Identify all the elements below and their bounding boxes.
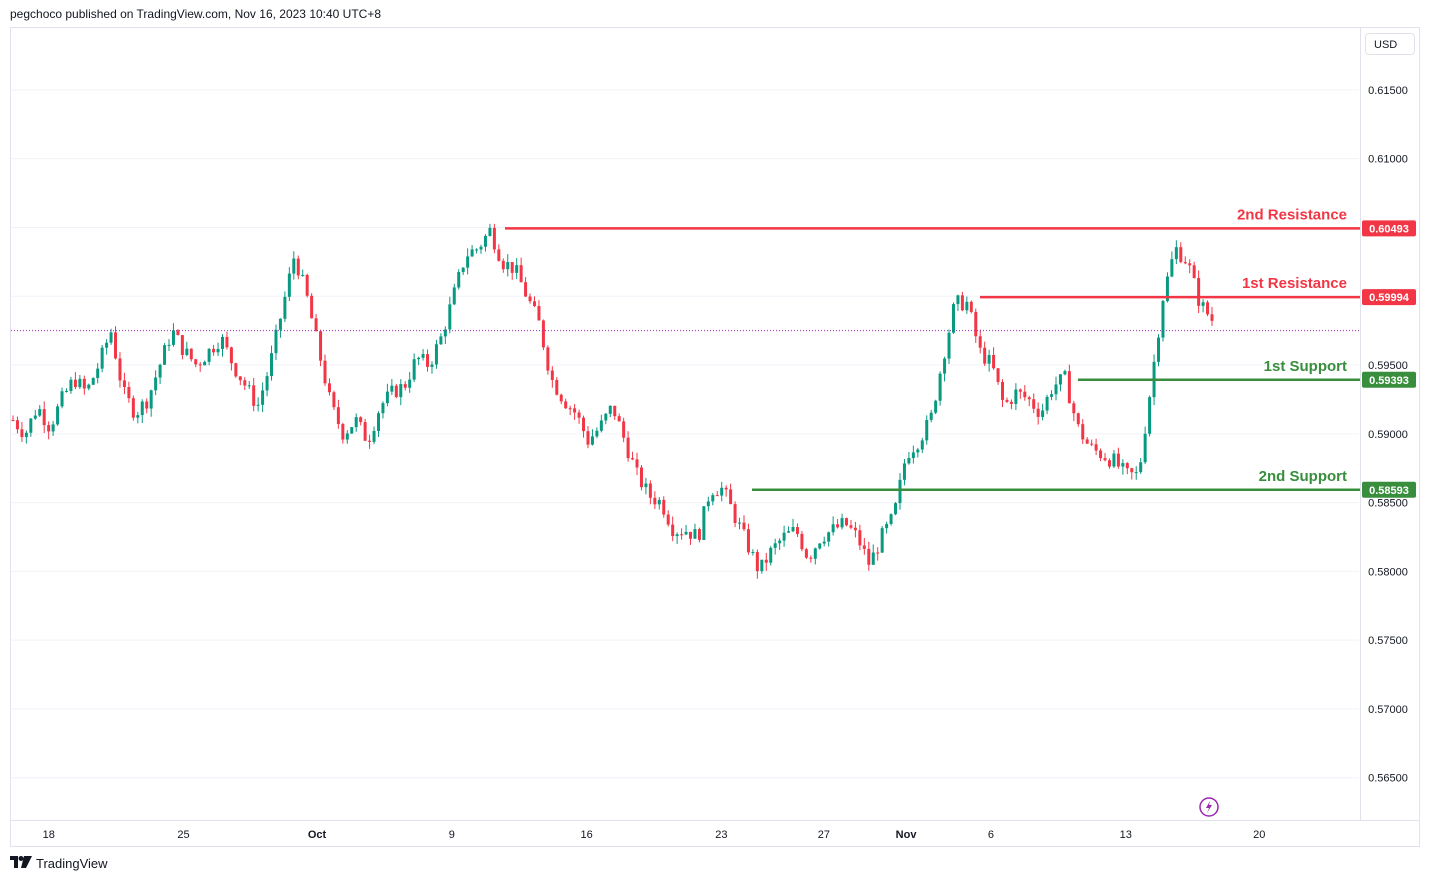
publish-info: pegchoco published on TradingView.com, N… bbox=[10, 7, 382, 21]
chart-frame bbox=[10, 27, 1420, 847]
footer-brand: TradingView bbox=[10, 856, 108, 871]
tradingview-logo-icon bbox=[10, 856, 32, 871]
currency-button[interactable]: USD bbox=[1365, 33, 1415, 55]
price-axis[interactable] bbox=[1360, 27, 1420, 820]
time-axis[interactable] bbox=[10, 820, 1420, 847]
tradingview-brand: TradingView bbox=[36, 856, 108, 871]
